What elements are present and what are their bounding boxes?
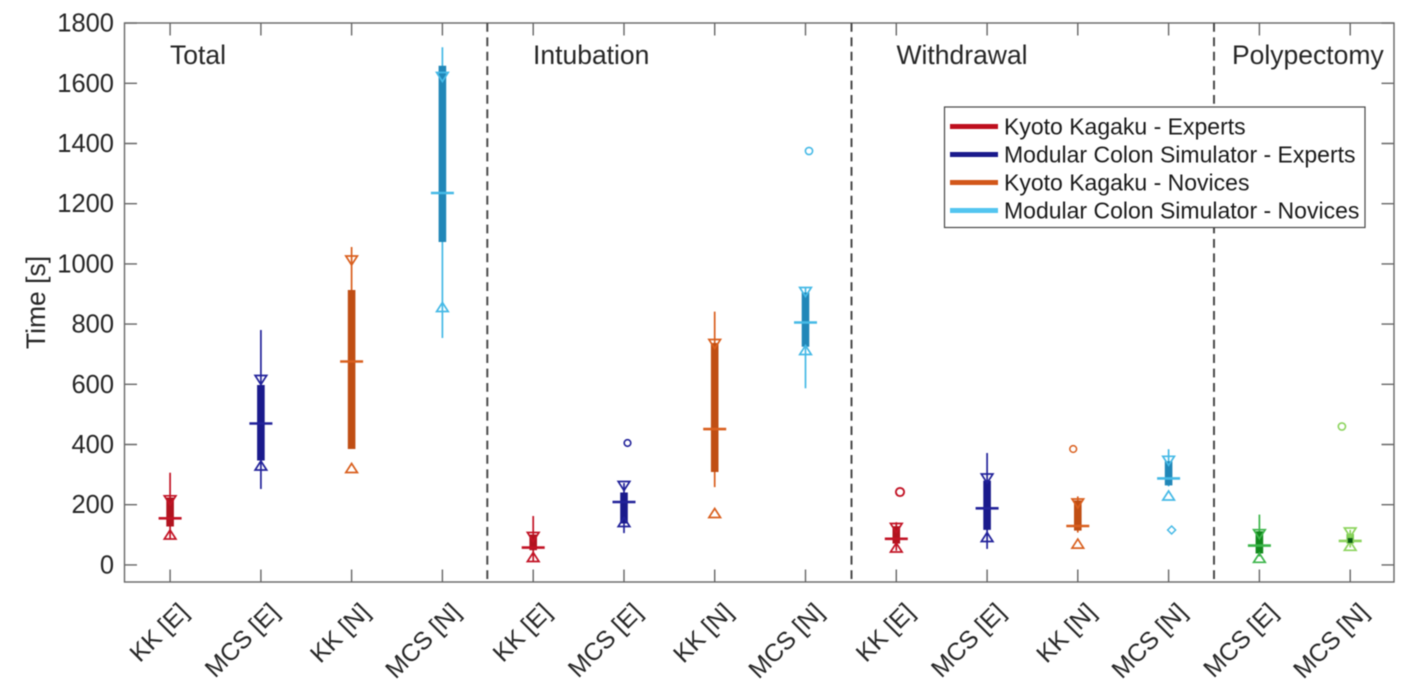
svg-text:Kyoto Kagaku - Novices: Kyoto Kagaku - Novices bbox=[1004, 170, 1249, 196]
svg-text:0: 0 bbox=[100, 551, 114, 579]
svg-text:1400: 1400 bbox=[57, 130, 114, 158]
svg-text:Intubation: Intubation bbox=[533, 40, 649, 70]
svg-text:Polypectomy: Polypectomy bbox=[1232, 40, 1384, 70]
svg-text:1000: 1000 bbox=[57, 250, 114, 278]
svg-text:600: 600 bbox=[71, 371, 114, 399]
svg-text:800: 800 bbox=[71, 311, 114, 339]
svg-text:1200: 1200 bbox=[57, 190, 114, 218]
svg-text:Withdrawal: Withdrawal bbox=[897, 40, 1028, 70]
svg-text:Total: Total bbox=[170, 40, 226, 70]
svg-text:1800: 1800 bbox=[57, 10, 114, 38]
svg-text:Time [s]: Time [s] bbox=[21, 256, 51, 349]
svg-text:400: 400 bbox=[71, 431, 114, 459]
svg-text:200: 200 bbox=[71, 491, 114, 519]
svg-text:Modular Colon Simulator - Novi: Modular Colon Simulator - Novices bbox=[1004, 198, 1359, 224]
svg-text:Kyoto Kagaku - Experts: Kyoto Kagaku - Experts bbox=[1004, 114, 1246, 140]
svg-text:Modular Colon Simulator - Expe: Modular Colon Simulator - Experts bbox=[1004, 142, 1356, 168]
svg-text:1600: 1600 bbox=[57, 70, 114, 98]
